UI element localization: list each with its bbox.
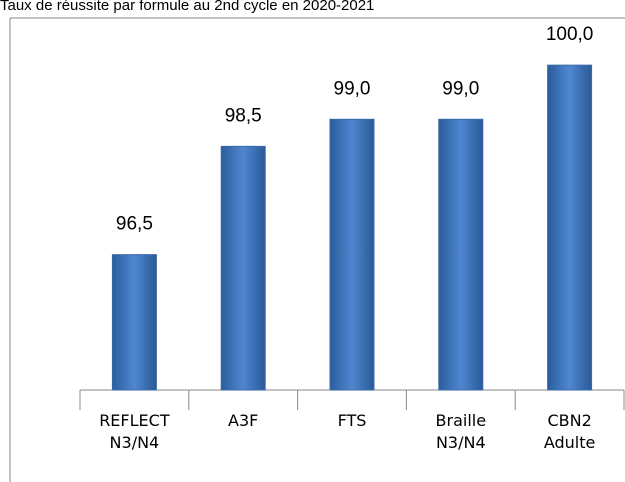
value-label: 99,0	[442, 78, 479, 99]
chart-title: Taux de réussite par formule au 2nd cycl…	[0, 0, 374, 14]
bar	[329, 118, 375, 391]
value-label: 98,5	[225, 105, 262, 126]
x-tick-label: REFLECT N3/N4	[99, 411, 170, 452]
bar	[111, 254, 157, 391]
bar	[547, 64, 593, 391]
value-label: 100,0	[546, 24, 594, 45]
x-tick-label: Braille N3/N4	[435, 411, 487, 452]
x-tick-label: CBN2 Adulte	[543, 411, 596, 452]
bar	[438, 118, 484, 391]
x-tick-label: FTS	[337, 411, 367, 430]
bar	[220, 145, 266, 391]
value-label: 99,0	[334, 78, 371, 99]
value-label: 96,5	[116, 214, 153, 235]
x-tick-label: A3F	[228, 411, 259, 430]
